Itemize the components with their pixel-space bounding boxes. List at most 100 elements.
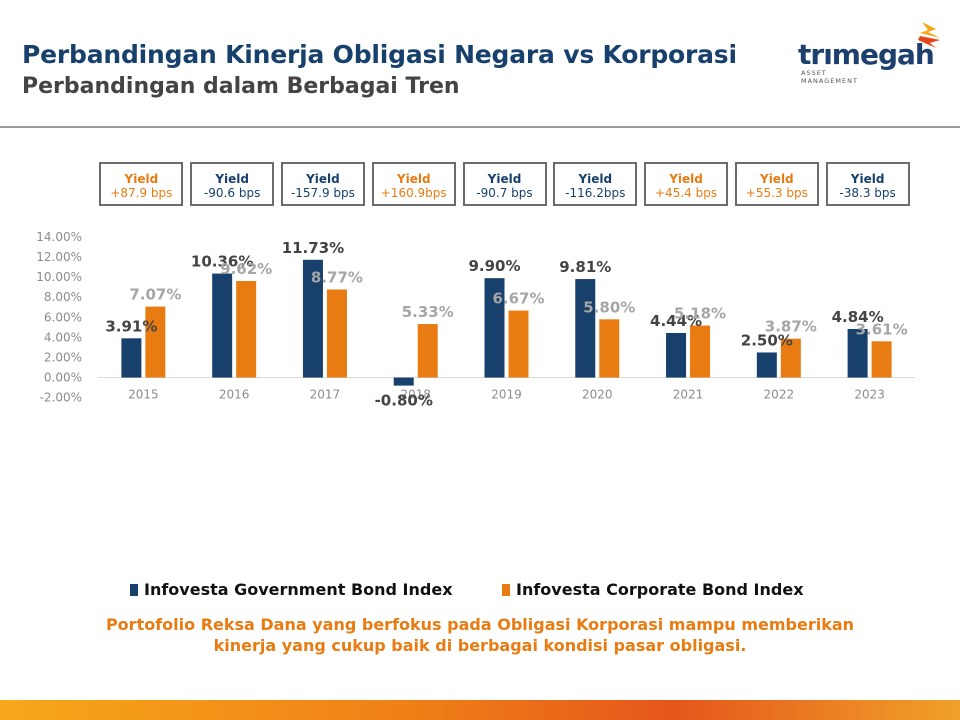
y-tick-label: 4.00% — [44, 330, 82, 344]
x-tick-label: 2019 — [491, 388, 522, 402]
yield-box: Yield -90.6 bps — [190, 162, 275, 206]
legend-swatch-corporate — [502, 583, 510, 596]
footnote-line2: kinerja yang cukup baik di berbagai kond… — [213, 636, 747, 655]
bar-government — [666, 332, 687, 378]
x-tick-label: 2016 — [219, 388, 250, 402]
yield-box: Yield -116.2bps — [553, 162, 638, 206]
logo-sub-line1: ASSET — [801, 69, 827, 77]
data-label-government: -0.80% — [375, 392, 433, 410]
x-tick-label: 2017 — [310, 388, 341, 402]
x-tick-label: 2021 — [673, 388, 704, 402]
yield-label: Yield — [669, 172, 703, 186]
bar-government — [756, 352, 777, 378]
yield-label: Yield — [306, 172, 340, 186]
data-label-corporate: 5.80% — [583, 298, 635, 316]
y-tick-label: 8.00% — [44, 290, 82, 304]
yield-value: -90.6 bps — [203, 186, 261, 200]
data-label-corporate: 9.62% — [220, 260, 272, 278]
bar-government — [847, 328, 868, 378]
data-label-government: 2.50% — [741, 331, 793, 349]
legend-swatch-government — [130, 583, 138, 596]
chart-legend: Infovesta Government Bond Index Infovest… — [0, 580, 960, 602]
yield-label: Yield — [124, 172, 159, 186]
bar-corporate — [326, 289, 347, 378]
data-label-government: 11.73% — [282, 239, 344, 257]
x-tick-label: 2023 — [854, 388, 885, 402]
legend-item-corporate: Infovesta Corporate Bond Index — [502, 580, 804, 599]
y-tick-label: 6.00% — [44, 310, 82, 324]
yield-label: Yield — [215, 172, 249, 186]
bar-government — [575, 279, 596, 378]
yield-value: +55.3 bps — [745, 186, 808, 200]
yield-value: +87.9 bps — [110, 186, 173, 200]
logo-sub-line2: MANAGEMENT — [801, 76, 858, 85]
page-subtitle: Perbandingan dalam Berbagai Tren — [22, 74, 460, 99]
yield-value: -116.2bps — [565, 186, 626, 200]
bond-performance-chart: -2.00% 0.00% 2.00% 4.00% 6.00% 8.00% 10.00% 12.… — [36, 230, 915, 410]
x-tick-label: 2015 — [128, 388, 159, 402]
yield-box: Yield -90.7 bps — [462, 162, 547, 206]
bolt-upper — [920, 22, 940, 38]
logo-subtitle: ASSET MANAGEMENT — [801, 69, 858, 85]
yield-label: Yield — [487, 172, 522, 186]
lightning-bolt-icon — [918, 22, 940, 48]
data-label-government: 10.36% — [191, 253, 253, 271]
data-label-corporate: 3.61% — [856, 320, 908, 338]
bar-corporate — [508, 310, 529, 378]
yield-box: Yield +87.9 bps — [99, 162, 184, 206]
data-label-corporate: 6.67% — [492, 290, 544, 308]
x-tick-label: 2020 — [582, 388, 613, 402]
yield-box: Yield -157.9 bps — [280, 162, 365, 206]
data-label-corporate: 7.07% — [129, 286, 181, 304]
bar-corporate — [599, 319, 620, 378]
x-tick-label: 2018 — [400, 388, 431, 402]
legend-label-government: Infovesta Government Bond Index — [144, 580, 453, 599]
data-label-government: 4.84% — [832, 308, 884, 326]
bar-government — [484, 278, 505, 378]
bar-corporate — [145, 306, 166, 378]
yield-label: Yield — [760, 172, 794, 186]
yield-value: +160.9bps — [380, 186, 447, 200]
yield-box: Yield -38.3 bps — [825, 162, 910, 206]
yield-change-row: Yield +87.9 bps Yield -90.6 bps Yield -157.9 … — [0, 162, 960, 210]
yield-label: Yield — [396, 172, 431, 186]
yield-label: Yield — [850, 172, 885, 186]
data-label-corporate: 5.33% — [402, 303, 454, 321]
x-tick-label: 2022 — [764, 388, 795, 402]
data-label-government: 9.90% — [468, 257, 520, 275]
bar-corporate — [417, 324, 438, 378]
bar-corporate — [236, 280, 257, 378]
data-label-government: 9.81% — [559, 258, 611, 276]
data-label-government: 3.91% — [105, 317, 157, 335]
footnote: Portofolio Reksa Dana yang berfokus pada… — [100, 614, 860, 656]
logo-wordmark: trımegah — [798, 38, 935, 71]
footnote-line1: Portofolio Reksa Dana yang berfokus pada… — [105, 615, 855, 634]
y-tick-label: 10.00% — [36, 270, 82, 284]
yield-value: +45.4 bps — [655, 186, 718, 200]
bar-corporate — [871, 341, 892, 378]
yield-box: Yield +160.9bps — [371, 162, 456, 206]
y-tick-label: -2.00% — [40, 391, 82, 405]
y-tick-label: 12.00% — [36, 250, 82, 264]
yield-value: -38.3 bps — [839, 186, 896, 200]
footer-gradient-bar — [0, 700, 960, 720]
data-label-corporate: 3.87% — [765, 318, 817, 336]
header-divider — [0, 126, 960, 128]
trimegah-logo: trımegah ASSET MANAGEMENT — [798, 20, 948, 90]
yield-value: -90.7 bps — [476, 186, 533, 200]
yield-label: Yield — [578, 172, 613, 186]
yield-box: Yield +45.4 bps — [644, 162, 729, 206]
legend-item-government: Infovesta Government Bond Index — [130, 580, 453, 599]
y-tick-label: 2.00% — [44, 350, 82, 364]
bar-corporate — [690, 325, 711, 378]
data-label-corporate: 5.18% — [674, 305, 726, 323]
yield-value: -157.9 bps — [290, 186, 355, 200]
legend-label-corporate: Infovesta Corporate Bond Index — [516, 580, 804, 599]
bar-government — [121, 338, 142, 378]
data-label-government: 4.44% — [650, 312, 702, 330]
data-label-corporate: 8.77% — [311, 269, 363, 287]
bolt-lower — [918, 36, 940, 48]
bar-government — [212, 273, 233, 378]
y-tick-label: 0.00% — [44, 371, 82, 385]
bar-government — [393, 377, 414, 386]
